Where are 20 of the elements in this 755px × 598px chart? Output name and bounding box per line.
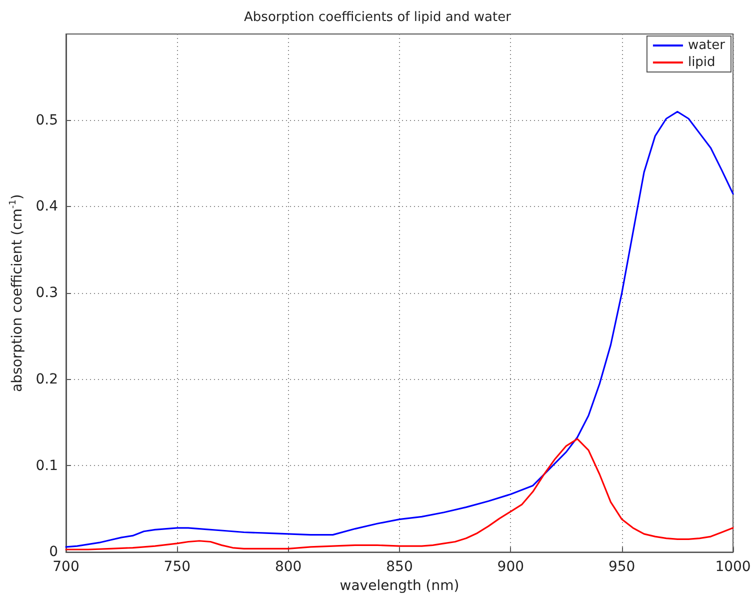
x-tick-label: 800 [274, 559, 302, 576]
y-tick-label: 0 [49, 544, 58, 560]
x-tick-label: 1000 [715, 559, 751, 576]
line-series [65, 110, 734, 548]
y-tick-label: 0.2 [36, 371, 58, 388]
legend-label: water [688, 38, 726, 53]
y-tick-label: 0.4 [36, 198, 58, 215]
x-tick-label: 850 [386, 559, 413, 576]
x-tick-label: 750 [164, 559, 191, 576]
x-tick-label: 900 [497, 559, 524, 576]
x-tick-label: 950 [608, 559, 636, 576]
y-tick-label: 0.5 [36, 112, 58, 128]
line-series [65, 438, 734, 550]
x-axis-title: wavelength (nm) [340, 578, 460, 594]
y-tick-label: 0.1 [36, 458, 58, 474]
x-tick-label: 700 [52, 559, 80, 576]
chart-title: Absorption coefficients of lipid and water [244, 10, 512, 25]
y-tick-label: 0.3 [36, 285, 58, 302]
y-axis-title: absorption coefficient (cm-1) [8, 194, 26, 392]
legend-label: lipid [688, 55, 716, 70]
